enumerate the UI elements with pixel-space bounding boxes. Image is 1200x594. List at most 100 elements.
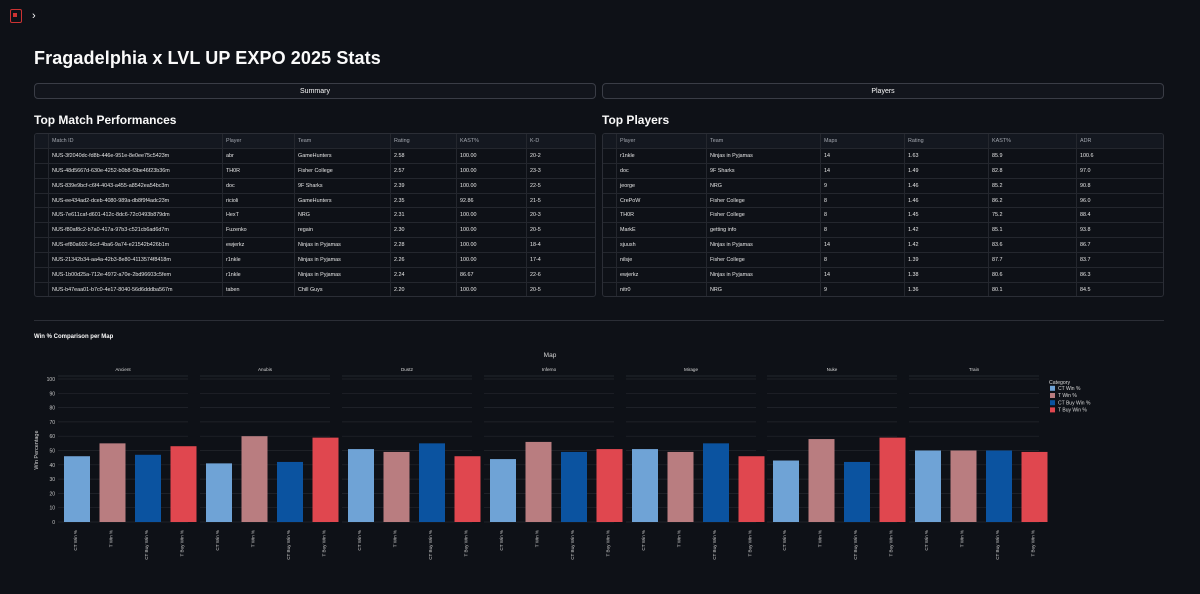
column-header[interactable]: Team — [707, 134, 821, 148]
x-tick-label: CT Win % — [73, 530, 78, 551]
table-row[interactable]: NUS-7e611caf-d601-412c-8dc6-72c0493b879d… — [35, 208, 595, 224]
players-tab-button[interactable]: Players — [602, 83, 1164, 99]
table-row[interactable]: NUS-3f2040dc-fd8b-446e-951e-8e0ee75c5423… — [35, 148, 595, 164]
table-row[interactable]: NUS-ee434ad2-dceb-4080-989a-db8f9f4adc23… — [35, 193, 595, 209]
summary-tab-button[interactable]: Summary — [34, 83, 596, 99]
table-cell: 22-6 — [530, 271, 541, 278]
table-cell: 20-2 — [530, 152, 541, 159]
table-row[interactable]: NUS-21342b34-aa4a-42b3-8e80-4113574f8418… — [35, 253, 595, 269]
y-tick-label: 80 — [49, 406, 55, 412]
table-row[interactable]: sjuush Ninjas in Pyjamas 14 1.42 83.6 86.7 — [603, 238, 1163, 254]
table-cell: 87.7 — [989, 253, 1077, 268]
table-cell: 100.00 — [457, 208, 527, 223]
column-header[interactable]: KAST% — [989, 134, 1077, 148]
table-cell: abr — [223, 148, 295, 163]
x-tick-label: T Win % — [535, 530, 540, 547]
table-cell: Ninjas in Pyjamas — [707, 268, 821, 282]
x-tick-label: T Win % — [677, 530, 682, 547]
x-tick-label: CT Win % — [924, 530, 929, 551]
table-cell: GameHunters — [295, 148, 391, 163]
table-row[interactable]: NUS-1b00d25a-712e-4972-a70e-2bd96603c5fe… — [35, 268, 595, 283]
bar — [1021, 451, 1048, 522]
table-cell: 2.28 — [391, 238, 457, 253]
table-cell: 100.00 — [457, 148, 527, 163]
column-header[interactable]: Rating — [391, 134, 457, 148]
table-cell: 1.38 — [905, 268, 989, 282]
table-row[interactable]: r1nkle Ninjas in Pyjamas 14 1.63 85.9 100.6 — [603, 148, 1163, 164]
table-cell: 9F Sharks — [707, 163, 821, 178]
y-tick-label: 30 — [49, 477, 55, 483]
column-header[interactable]: KAST% — [457, 134, 527, 148]
row-index-cell — [603, 282, 617, 296]
table-cell: 1.39 — [905, 253, 989, 268]
facet-title: Dust2 — [401, 367, 413, 372]
table-cell: Chill Guys — [295, 282, 391, 296]
column-header[interactable]: Player — [223, 134, 295, 148]
bar — [277, 461, 303, 522]
table-cell: 1.49 — [905, 163, 989, 178]
bar — [703, 443, 729, 522]
table-cell: 80.6 — [989, 268, 1077, 282]
bar — [312, 437, 339, 522]
table-cell: 23-3 — [530, 167, 541, 174]
column-header[interactable]: ADR — [1080, 137, 1092, 144]
table-cell: HexT — [223, 208, 295, 223]
table-cell: 8 — [821, 208, 905, 223]
table-row[interactable]: jeorge NRG 9 1.46 85.2 90.8 — [603, 178, 1163, 194]
y-tick-label: 100 — [47, 377, 56, 383]
table-cell: 82.8 — [989, 163, 1077, 178]
column-header[interactable]: K-D — [530, 137, 540, 144]
column-header[interactable]: Maps — [821, 134, 905, 148]
table-row[interactable]: doc 9F Sharks 14 1.49 82.8 97.0 — [603, 163, 1163, 179]
table-row[interactable]: nitr0 NRG 9 1.36 80.1 84.5 — [603, 282, 1163, 296]
legend-label: CT Win % — [1058, 386, 1081, 392]
table-cell: 85.9 — [989, 148, 1077, 163]
table-cell: 86.67 — [457, 268, 527, 282]
top-match-performances-table[interactable]: Match ID Player Team Rating KAST% K-D NUS-3f20… — [34, 133, 596, 297]
bar — [773, 460, 799, 522]
table-cell: Fisher College — [295, 163, 391, 178]
table-row[interactable]: MarkE getting info 8 1.42 85.1 93.8 — [603, 223, 1163, 239]
row-index-cell — [603, 178, 617, 193]
table-cell: MarkE — [617, 223, 707, 238]
column-header[interactable]: Player — [617, 134, 707, 148]
table-row[interactable]: NUS-839e9bcf-c6f4-4043-a455-a8542ea54bc3… — [35, 178, 595, 194]
top-players-table[interactable]: Player Team Maps Rating KAST% ADR r1nkle Ninjas… — [602, 133, 1164, 297]
legend-label: CT Buy Win % — [1058, 400, 1091, 406]
table-cell: 2.58 — [391, 148, 457, 163]
table-cell: sjuush — [617, 238, 707, 253]
table-cell: Ninjas in Pyjamas — [707, 238, 821, 253]
table-cell: taben — [223, 282, 295, 296]
table-cell: Fuzenko — [223, 223, 295, 238]
bar — [667, 451, 694, 522]
table-cell: 83.7 — [1080, 257, 1091, 264]
x-tick-label: T Buy Win % — [889, 530, 894, 556]
sidebar-expand-chevron-icon[interactable]: › — [32, 10, 36, 22]
table-row[interactable]: NUS-48d5667d-630e-4252-b0b8-f3be46f23b36… — [35, 163, 595, 179]
table-row[interactable]: ewjerkz Ninjas in Pyjamas 14 1.38 80.6 86.3 — [603, 268, 1163, 283]
top-players-heading: Top Players — [602, 113, 670, 127]
table-row[interactable]: TH0R Fisher College 8 1.45 75.2 88.4 — [603, 208, 1163, 224]
table-row[interactable]: NUS-b47eaa01-b7c0-4e17-8040-56d6dddba567… — [35, 282, 595, 296]
table-row[interactable]: NUS-f80af8c2-b7a0-417a-97b3-c521cb6ad6d7… — [35, 223, 595, 239]
bar — [454, 456, 481, 522]
table-cell: 9 — [821, 178, 905, 193]
table-cell: 2.24 — [391, 268, 457, 282]
row-index-header — [603, 134, 617, 148]
table-row[interactable]: CrePoW Fisher College 8 1.46 86.2 96.0 — [603, 193, 1163, 209]
x-tick-label: CT Buy Win % — [144, 530, 149, 560]
column-header[interactable]: Rating — [905, 134, 989, 148]
table-row[interactable]: nilsje Fisher College 8 1.39 87.7 83.7 — [603, 253, 1163, 269]
table-cell: 85.1 — [989, 223, 1077, 238]
x-tick-label: T Buy Win % — [322, 530, 327, 556]
x-tick-label: CT Buy Win % — [570, 530, 575, 560]
app-logo-icon — [10, 9, 22, 23]
column-header[interactable]: Match ID — [49, 134, 223, 148]
table-row[interactable]: NUS-ef80a602-6ccf-4ba6-9a74-e21542b426b1… — [35, 238, 595, 254]
row-index-cell — [603, 163, 617, 178]
table-header-row: Match ID Player Team Rating KAST% K-D — [35, 134, 595, 149]
table-cell: NUS-7e611caf-d601-412c-8dc6-72c0493b879d… — [49, 208, 223, 223]
bar — [561, 451, 587, 522]
table-cell: nitr0 — [617, 282, 707, 296]
column-header[interactable]: Team — [295, 134, 391, 148]
